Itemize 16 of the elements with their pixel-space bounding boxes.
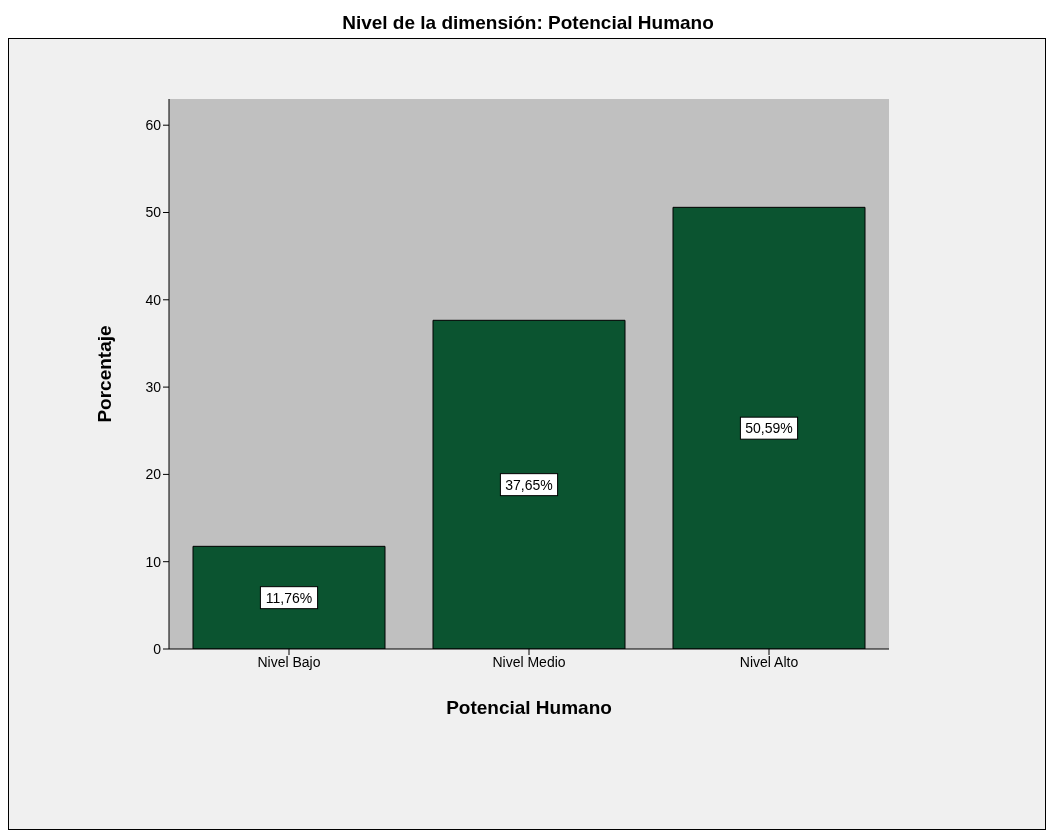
x-tick-label: Nivel Bajo — [257, 653, 321, 670]
x-tick-label: Nivel Medio — [492, 653, 566, 670]
y-tick-label: 60 — [145, 117, 162, 134]
y-tick-label: 20 — [145, 466, 162, 483]
data-label: 11,76% — [265, 589, 313, 606]
data-label: 50,59% — [745, 420, 793, 437]
data-label: 37,65% — [505, 476, 553, 493]
y-tick-label: 40 — [145, 291, 162, 308]
y-tick-label: 30 — [145, 379, 162, 396]
chart-title: Nivel de la dimensión: Potencial Humano — [341, 11, 715, 35]
x-tick-label: Nivel Alto — [739, 653, 799, 670]
y-axis-title: Porcentaje — [93, 325, 115, 423]
y-tick-label: 50 — [145, 204, 162, 221]
y-tick-label: 10 — [145, 553, 162, 570]
y-tick-label: 0 — [153, 640, 162, 657]
x-axis-title: Potencial Humano — [446, 697, 612, 718]
